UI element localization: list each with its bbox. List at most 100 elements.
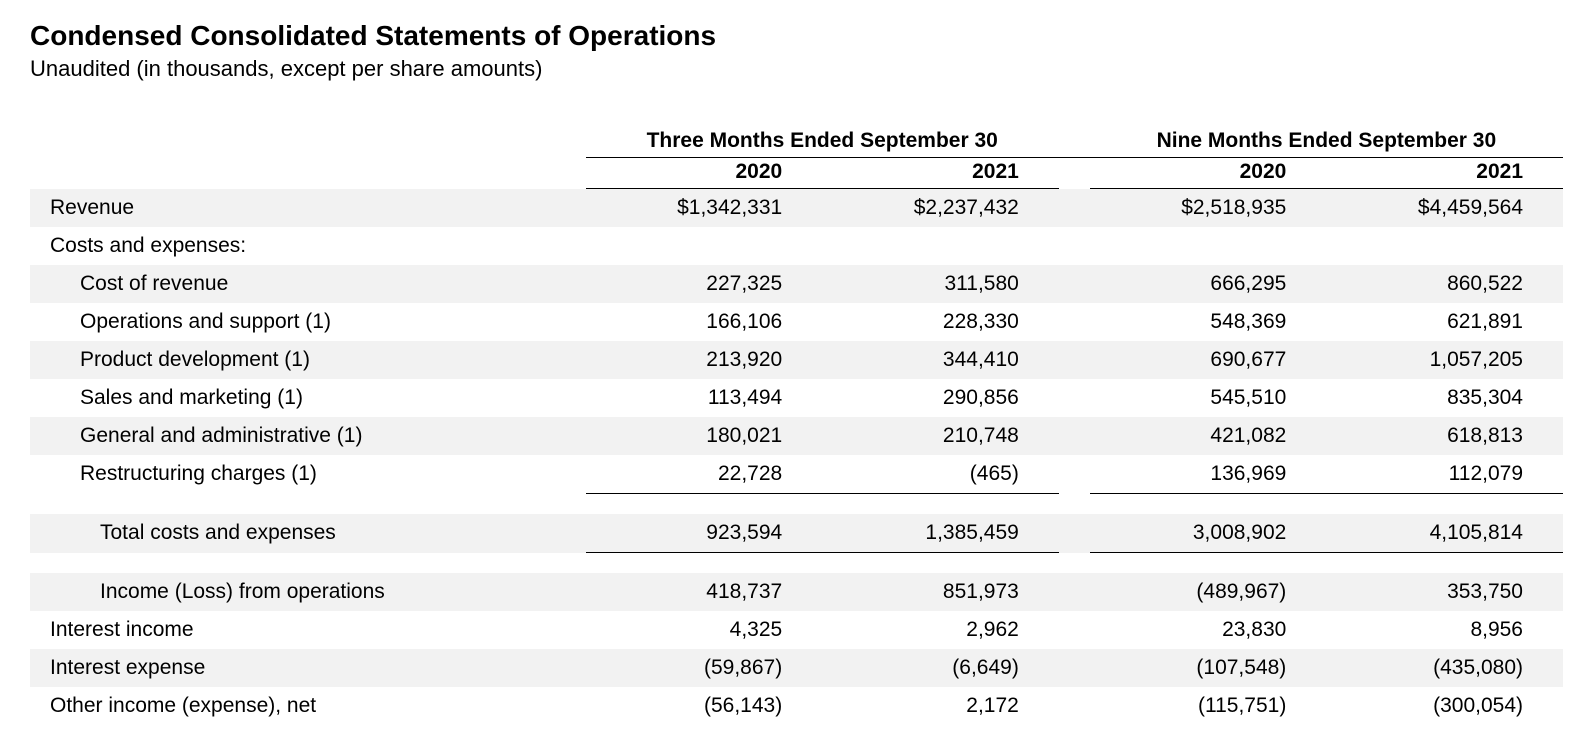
data-cell: 545,510 [1090, 379, 1327, 417]
table-row: Income (Loss) from operations418,737851,… [30, 573, 1563, 611]
data-cell: (6,649) [822, 649, 1059, 687]
gap-cell [1059, 417, 1090, 455]
table-body: Revenue$1,342,331$2,237,432 $2,518,935$4,… [30, 189, 1563, 726]
data-cell: 290,856 [822, 379, 1059, 417]
data-cell: 3,008,902 [1090, 514, 1327, 553]
gap-cell [1059, 379, 1090, 417]
gap-cell [1059, 341, 1090, 379]
table-row [30, 553, 1563, 574]
spacer-cell [30, 553, 1563, 574]
data-cell [822, 227, 1059, 265]
table-row: Cost of revenue227,325311,580666,295860,… [30, 265, 1563, 303]
data-cell: (465) [822, 455, 1059, 494]
row-label: Other income (expense), net [30, 687, 586, 725]
data-cell [586, 227, 823, 265]
gap-cell [1059, 189, 1090, 228]
table-row: Product development (1)213,920344,410 690… [30, 341, 1563, 379]
data-cell: (59,867) [586, 649, 823, 687]
row-label: Sales and marketing (1) [30, 379, 586, 417]
data-cell: 690,677 [1090, 341, 1327, 379]
row-label: Income (Loss) from operations [30, 573, 586, 611]
data-cell: 227,325 [586, 265, 823, 303]
period-header-row: Three Months Ended September 30 Nine Mon… [30, 122, 1563, 158]
table-row: Sales and marketing (1)113,494290,856 545… [30, 379, 1563, 417]
gap-cell [1059, 227, 1090, 265]
data-cell: 112,079 [1326, 455, 1563, 494]
data-cell: $2,237,432 [822, 189, 1059, 228]
data-cell: 113,494 [586, 379, 823, 417]
table-row: Costs and expenses: [30, 227, 1563, 265]
data-cell: 851,973 [822, 573, 1059, 611]
data-cell: 228,330 [822, 303, 1059, 341]
financial-statement-table: Three Months Ended September 30 Nine Mon… [30, 122, 1563, 725]
data-cell: 421,082 [1090, 417, 1327, 455]
data-cell: 666,295 [1090, 265, 1327, 303]
data-cell: $2,518,935 [1090, 189, 1327, 228]
table-row: Other income (expense), net(56,143)2,172… [30, 687, 1563, 725]
data-cell: $1,342,331 [586, 189, 823, 228]
row-label: General and administrative (1) [30, 417, 586, 455]
data-cell: 2,962 [822, 611, 1059, 649]
year-header: 2021 [822, 158, 1059, 189]
data-cell [1326, 227, 1563, 265]
data-cell: 621,891 [1326, 303, 1563, 341]
data-cell: $4,459,564 [1326, 189, 1563, 228]
row-label: Product development (1) [30, 341, 586, 379]
data-cell: (435,080) [1326, 649, 1563, 687]
row-label: Revenue [30, 189, 586, 228]
data-cell: 548,369 [1090, 303, 1327, 341]
gap-cell [1059, 265, 1090, 303]
table-row: Restructuring charges (1)22,728(465) 136,… [30, 455, 1563, 494]
row-label: Restructuring charges (1) [30, 455, 586, 494]
data-cell: 1,385,459 [822, 514, 1059, 553]
data-cell: (489,967) [1090, 573, 1327, 611]
data-cell: 835,304 [1326, 379, 1563, 417]
data-cell: 860,522 [1326, 265, 1563, 303]
data-cell: (115,751) [1090, 687, 1327, 725]
table-row: General and administrative (1)180,021210… [30, 417, 1563, 455]
data-cell: 618,813 [1326, 417, 1563, 455]
data-cell [1090, 227, 1327, 265]
data-cell: 23,830 [1090, 611, 1327, 649]
data-cell: 8,956 [1326, 611, 1563, 649]
year-header-row: 2020 2021 2020 2021 [30, 158, 1563, 189]
gap-cell [1059, 649, 1090, 687]
data-cell: 344,410 [822, 341, 1059, 379]
data-cell: (107,548) [1090, 649, 1327, 687]
page-title: Condensed Consolidated Statements of Ope… [30, 20, 1563, 52]
data-cell: 180,021 [586, 417, 823, 455]
data-cell: (56,143) [586, 687, 823, 725]
table-row: Operations and support (1)166,106228,330… [30, 303, 1563, 341]
year-header: 2020 [1090, 158, 1327, 189]
data-cell: 923,594 [586, 514, 823, 553]
gap-cell [1059, 514, 1090, 553]
data-cell: 2,172 [822, 687, 1059, 725]
data-cell: 418,737 [586, 573, 823, 611]
gap-cell [1059, 687, 1090, 725]
data-cell: 1,057,205 [1326, 341, 1563, 379]
data-cell: 4,105,814 [1326, 514, 1563, 553]
page-subtitle: Unaudited (in thousands, except per shar… [30, 56, 1563, 82]
data-cell: 136,969 [1090, 455, 1327, 494]
row-label: Interest expense [30, 649, 586, 687]
gap-cell [1059, 455, 1090, 494]
row-label: Cost of revenue [30, 265, 586, 303]
gap-cell [1059, 611, 1090, 649]
gap-cell [1059, 573, 1090, 611]
data-cell: 22,728 [586, 455, 823, 494]
table-row: Interest expense(59,867)(6,649) (107,548)… [30, 649, 1563, 687]
data-cell: 210,748 [822, 417, 1059, 455]
data-cell: 4,325 [586, 611, 823, 649]
table-row: Total costs and expenses923,5941,385,459… [30, 514, 1563, 553]
data-cell: (300,054) [1326, 687, 1563, 725]
row-label: Operations and support (1) [30, 303, 586, 341]
row-label: Interest income [30, 611, 586, 649]
spacer-cell [30, 494, 1563, 515]
year-header: 2020 [586, 158, 823, 189]
gap-cell [1059, 303, 1090, 341]
table-row [30, 494, 1563, 515]
row-label: Total costs and expenses [30, 514, 586, 553]
data-cell: 166,106 [586, 303, 823, 341]
table-row: Interest income4,3252,962 23,8308,956 [30, 611, 1563, 649]
data-cell: 213,920 [586, 341, 823, 379]
